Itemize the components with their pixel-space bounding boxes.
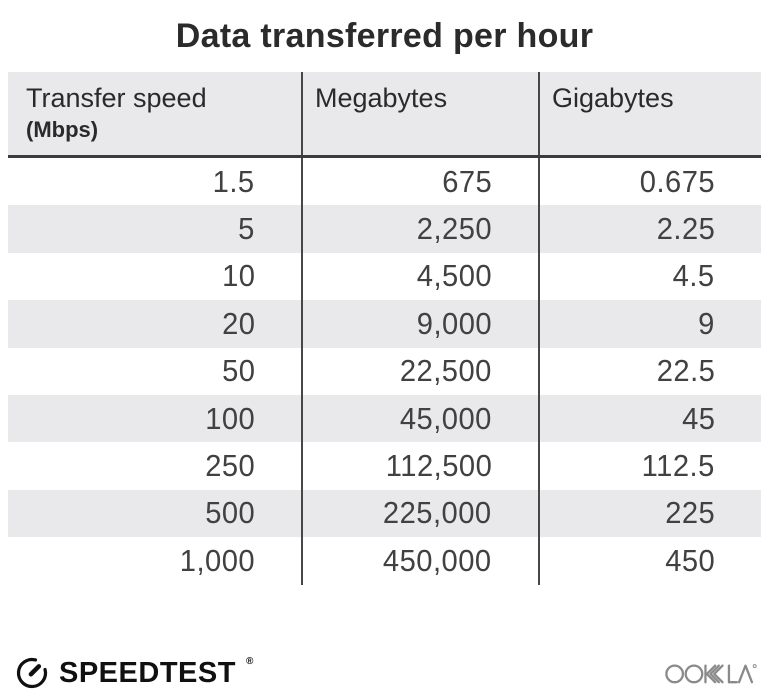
cell-megabytes: 675 [303,158,540,206]
cell-transfer-speed: 10 [8,252,303,301]
column-header-label: Megabytes [315,83,448,113]
cell-gigabytes: 0.675 [540,158,761,205]
cell-value: 100 [204,400,255,436]
cell-gigabytes: 4.5 [540,253,761,300]
cell-gigabytes: 225 [540,490,761,537]
cell-transfer-speed: 20 [8,300,303,348]
cell-value: 4.5 [673,258,715,294]
column-header-label: Gigabytes [552,83,674,113]
cell-value: 50 [221,353,255,389]
cell-megabytes: 112,500 [303,442,540,490]
data-table: Transfer speed (Mbps) Megabytes Gigabyte… [8,72,761,585]
cell-value: 450 [664,542,715,578]
cell-value: 450,000 [383,542,492,578]
table-row: 10 4,500 4.5 [8,252,761,301]
cell-megabytes: 450,000 [303,537,540,585]
cell-value: 10 [221,258,255,294]
cell-value: 112,500 [385,448,492,484]
cell-megabytes: 22,500 [303,347,540,395]
cell-value: 112.5 [641,448,715,484]
cell-transfer-speed: 1,000 [8,537,303,585]
column-header-megabytes: Megabytes [303,72,540,155]
cell-transfer-speed: 50 [8,347,303,395]
cell-value: 9,000 [416,305,492,341]
cell-value: 1,000 [179,542,255,578]
registered-trademark-mark: ® [245,656,254,667]
cell-gigabytes: 22.5 [540,348,761,395]
column-header-unit: (Mbps) [26,117,99,142]
cell-transfer-speed: 500 [8,489,303,538]
cell-value: 2,250 [416,211,492,247]
cell-megabytes: 2,250 [303,205,540,253]
table-row: 250 112,500 112.5 [8,442,761,490]
cell-gigabytes: 45 [540,395,761,442]
footer: SPEEDTEST ® OOKLA [14,652,757,694]
cell-value: 22.5 [656,353,715,389]
cell-value: 225 [664,495,715,531]
table-row: 100 45,000 45 [8,394,761,443]
table-header-row: Transfer speed (Mbps) Megabytes Gigabyte… [8,72,761,158]
cell-megabytes: 225,000 [303,489,540,538]
cell-gigabytes: 2.25 [540,205,761,252]
column-header-label: Transfer speed [26,83,207,113]
table-row: 1.5 675 0.675 [8,158,761,206]
cell-megabytes: 4,500 [303,252,540,301]
cell-gigabytes: 9 [540,300,761,347]
cell-value: 20 [221,305,255,341]
cell-transfer-speed: 5 [8,205,303,253]
cell-value: 4,500 [416,258,492,294]
cell-transfer-speed: 1.5 [8,158,303,206]
cell-value: 0.675 [639,163,715,199]
cell-megabytes: 45,000 [303,394,540,443]
cell-value: 675 [441,163,492,199]
cell-value: 9 [698,305,715,341]
table-row: 500 225,000 225 [8,489,761,538]
table-row: 50 22,500 22.5 [8,347,761,395]
cell-gigabytes: 450 [540,537,761,584]
cell-value: 225,000 [383,495,492,531]
table-row: 5 2,250 2.25 [8,205,761,253]
cell-megabytes: 9,000 [303,300,540,348]
ookla-wordmark-icon [665,664,757,684]
table-row: 20 9,000 9 [8,300,761,348]
ookla-logo: OOKLA [665,658,757,688]
table-body: 1.5 675 0.675 5 2,250 2.25 10 4,500 4.5 20 9,000 9 5… [8,158,761,585]
cell-value: 1.5 [213,163,255,199]
column-header-transfer-speed: Transfer speed (Mbps) [8,72,303,155]
cell-value: 22,500 [400,353,492,389]
speedometer-icon [16,657,48,689]
cell-value: 250 [204,448,255,484]
cell-value: 500 [204,495,255,531]
speedtest-logo: SPEEDTEST ® [14,655,253,691]
page-title: Data transferred per hour [175,17,594,55]
cell-transfer-speed: 100 [8,394,303,443]
table-row: 1,000 450,000 450 [8,537,761,585]
cell-transfer-speed: 250 [8,442,303,490]
cell-value: 45 [681,400,715,436]
cell-value: 5 [238,211,255,247]
column-header-gigabytes: Gigabytes [540,72,761,155]
speedtest-wordmark: SPEEDTEST [59,657,236,689]
cell-value: 45,000 [400,400,492,436]
cell-value: 2.25 [656,211,715,247]
cell-gigabytes: 112.5 [540,442,761,489]
